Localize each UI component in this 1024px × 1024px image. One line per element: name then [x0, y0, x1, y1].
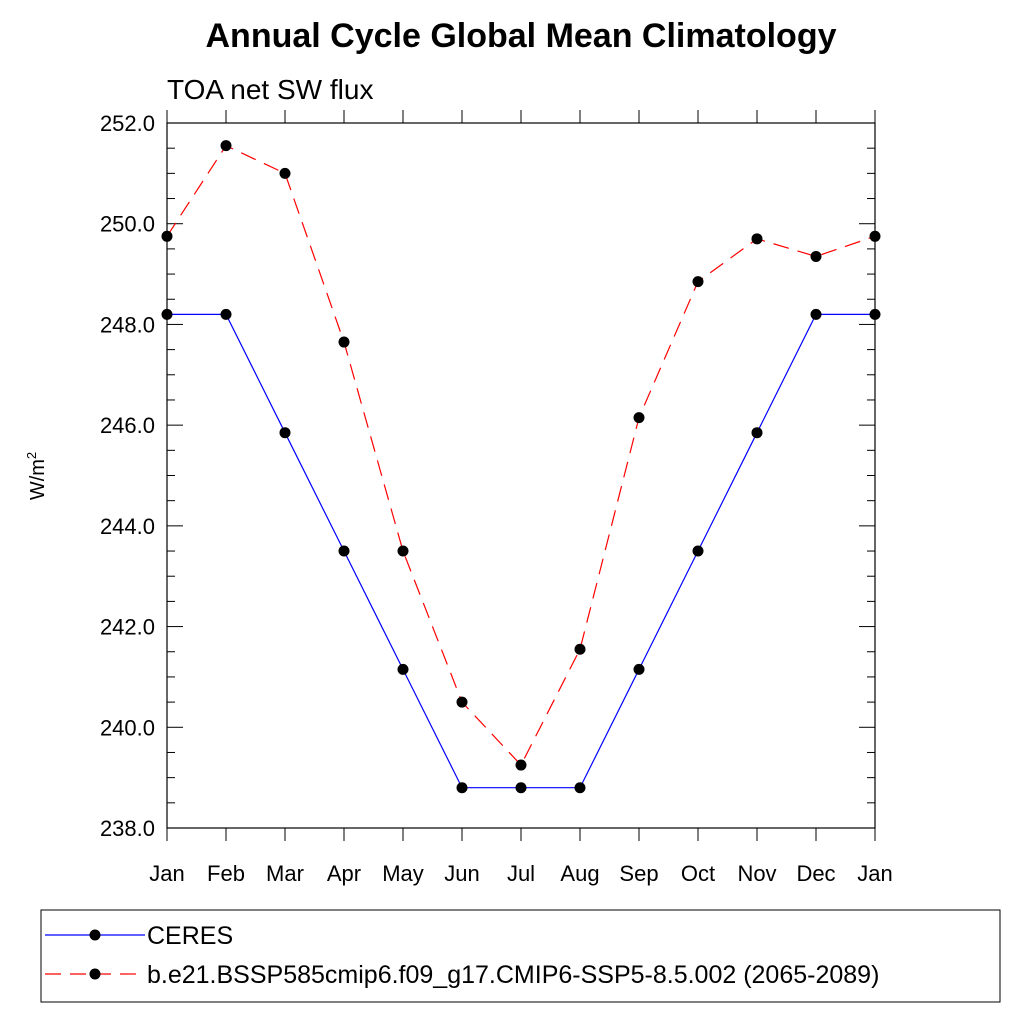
x-tick-label: Apr	[327, 861, 361, 886]
data-point-0	[161, 308, 173, 320]
x-tick-label: Mar	[266, 861, 304, 886]
series-0	[161, 308, 881, 794]
data-point-0	[397, 663, 409, 675]
legend-marker-model	[89, 968, 101, 980]
data-point-1	[220, 140, 232, 152]
plot-frame	[166, 122, 876, 829]
x-tick-label: Sep	[619, 861, 658, 886]
data-point-0	[751, 427, 763, 439]
series-line-0	[167, 313, 875, 789]
data-point-0	[633, 663, 645, 675]
data-point-1	[338, 336, 350, 348]
data-point-0	[810, 308, 822, 320]
data-point-1	[869, 230, 881, 242]
series-layer	[161, 140, 881, 794]
data-point-1	[633, 412, 645, 424]
data-point-0	[338, 545, 350, 557]
data-point-1	[515, 759, 527, 771]
data-point-1	[692, 276, 704, 288]
data-point-0	[574, 782, 586, 794]
x-tick-label: Aug	[560, 861, 599, 886]
x-tick-label: Jul	[507, 861, 535, 886]
x-tick-label: Jun	[444, 861, 479, 886]
y-tick-label: 242.0	[100, 615, 155, 640]
data-point-0	[692, 545, 704, 557]
x-tick-label: Nov	[737, 861, 776, 886]
y-tick-label: 240.0	[100, 715, 155, 740]
y-axis-label: W/m2	[24, 452, 49, 500]
x-tick-label: Dec	[796, 861, 835, 886]
data-point-1	[751, 233, 763, 245]
x-tick-label: Jan	[857, 861, 892, 886]
x-tick-label: Oct	[681, 861, 715, 886]
data-point-1	[810, 250, 822, 262]
y-tick-label: 252.0	[100, 111, 155, 136]
y-tick-labels: 252.0 250.0 248.0 246.0 244.0 242.0 240.0 238.0	[100, 111, 155, 841]
series-1	[161, 140, 881, 771]
series-line-1	[166, 144, 876, 767]
data-point-1	[161, 230, 173, 242]
x-tick-label: Feb	[207, 861, 245, 886]
x-tick-label: May	[382, 861, 424, 886]
legend: CERES b.e21.BSSP585cmip6.f09_g17.CMIP6-S…	[40, 909, 1001, 1003]
y-tick-label: 244.0	[100, 514, 155, 539]
legend-box	[40, 909, 1001, 1003]
data-point-1	[397, 545, 409, 557]
data-point-0	[220, 308, 232, 320]
data-point-0	[279, 427, 291, 439]
y-tick-label: 250.0	[100, 212, 155, 237]
data-point-1	[456, 696, 468, 708]
y-tick-label: 246.0	[100, 413, 155, 438]
x-tick-label: Jan	[149, 861, 184, 886]
legend-label-ceres: CERES	[147, 922, 233, 950]
chart-title: Annual Cycle Global Mean Climatology	[206, 17, 837, 55]
axis-ticks	[166, 110, 876, 841]
data-point-1	[279, 167, 291, 179]
data-point-0	[869, 308, 881, 320]
chart-subtitle: TOA net SW flux	[167, 74, 373, 105]
data-point-0	[515, 782, 527, 794]
data-point-1	[574, 643, 586, 655]
data-point-0	[456, 782, 468, 794]
legend-marker-ceres	[89, 929, 101, 941]
y-tick-label: 238.0	[100, 816, 155, 841]
legend-label-model: b.e21.BSSP585cmip6.f09_g17.CMIP6-SSP5-8.…	[147, 961, 879, 989]
x-tick-labels: Jan Feb Mar Apr May Jun Jul Aug Sep Oct Nov Dec Jan	[149, 861, 892, 886]
y-tick-label: 248.0	[100, 312, 155, 337]
